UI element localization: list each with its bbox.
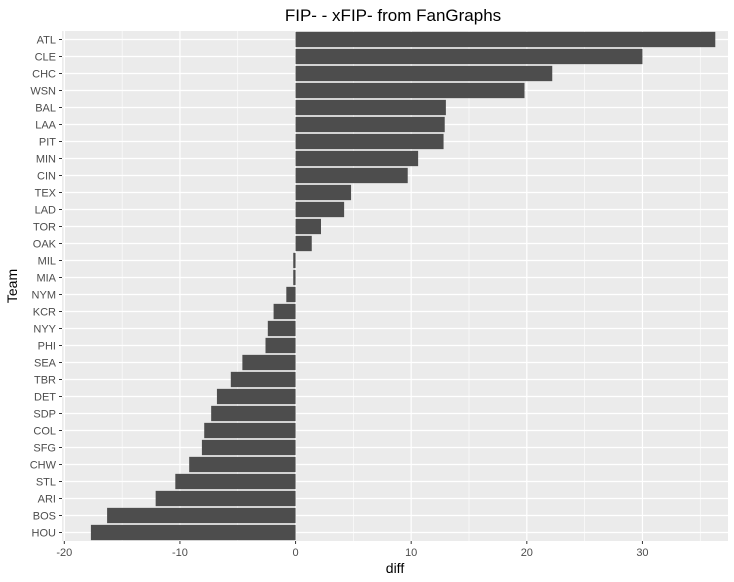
y-axis: ATL CLE CHC WSN BAL LAA PIT MIN CIN TEX LAD TOR OAK M… <box>30 35 62 540</box>
y-tick-label: KCR <box>33 307 56 319</box>
bar-laa <box>295 116 445 133</box>
bar-det <box>216 388 296 405</box>
x-tick-label: -10 <box>172 547 188 559</box>
bar-mil <box>293 252 296 269</box>
y-tick-label: TBR <box>34 375 56 387</box>
y-tick-label: LAA <box>35 120 56 132</box>
y-tick-label: CIN <box>37 171 56 183</box>
x-tick-label: -20 <box>56 547 72 559</box>
bar-mia <box>293 269 296 286</box>
y-tick-label: COL <box>33 426 56 438</box>
y-tick-label: TEX <box>35 188 57 200</box>
y-tick-label: PHI <box>38 341 56 353</box>
y-axis-title: Team <box>4 269 20 303</box>
bar-sea <box>242 354 296 371</box>
bar-kcr <box>273 303 296 320</box>
x-tick-label: 10 <box>405 547 417 559</box>
x-axis-title: diff <box>386 560 405 576</box>
y-tick-label: CLE <box>35 52 56 64</box>
y-tick-label: MIA <box>36 273 56 285</box>
bar-phi <box>265 337 296 354</box>
bar-sdp <box>211 405 296 422</box>
chart-title: FIP- - xFIP- from FanGraphs <box>285 6 501 25</box>
y-tick-label: SFG <box>33 443 56 455</box>
bar-col <box>204 422 296 439</box>
bar-stl <box>175 473 296 490</box>
y-tick-label: NYM <box>32 290 56 302</box>
bar-lad <box>295 201 345 218</box>
x-tick-label: 30 <box>636 547 648 559</box>
bar-tor <box>295 218 321 235</box>
bar-wsn <box>295 82 525 99</box>
bar-bos <box>107 507 296 524</box>
bar-nym <box>286 286 296 303</box>
y-tick-label: SEA <box>34 358 57 370</box>
bar-chw <box>189 456 296 473</box>
y-tick-label: LAD <box>35 205 56 217</box>
bar-tbr <box>230 371 296 388</box>
y-tick-label: TOR <box>33 222 56 234</box>
plot-panel <box>62 31 728 541</box>
bar-cle <box>295 48 643 65</box>
x-tick-label: 0 <box>293 547 299 559</box>
y-tick-label: CHW <box>30 460 57 472</box>
y-tick-label: CHC <box>32 69 56 81</box>
x-axis: -20 -10 0 10 20 30 <box>56 541 649 559</box>
bar-sfg <box>201 439 296 456</box>
bar-cin <box>295 167 408 184</box>
bar-oak <box>295 235 312 252</box>
y-tick-label: BAL <box>35 103 56 115</box>
bars <box>90 31 716 541</box>
bar-ari <box>155 490 296 507</box>
bar-min <box>295 150 419 167</box>
bar-atl <box>295 31 716 48</box>
y-tick-label: DET <box>34 392 56 404</box>
y-tick-label: MIL <box>38 256 56 268</box>
bar-hou <box>90 524 296 541</box>
y-tick-label: NYY <box>33 324 56 336</box>
y-tick-label: MIN <box>36 154 56 166</box>
y-tick-label: WSN <box>30 86 56 98</box>
y-tick-label: ARI <box>38 494 56 506</box>
x-tick-label: 20 <box>521 547 533 559</box>
y-tick-label: ATL <box>37 35 56 47</box>
y-tick-label: STL <box>36 477 56 489</box>
y-tick-label: OAK <box>33 239 57 251</box>
bar-bal <box>295 99 446 116</box>
bar-tex <box>295 184 352 201</box>
y-tick-label: HOU <box>32 528 57 540</box>
bar-chc <box>295 65 553 82</box>
y-tick-label: BOS <box>33 511 56 523</box>
y-tick-label: PIT <box>39 137 56 149</box>
bar-nyy <box>267 320 296 337</box>
y-tick-label: SDP <box>33 409 56 421</box>
bar-pit <box>295 133 444 150</box>
